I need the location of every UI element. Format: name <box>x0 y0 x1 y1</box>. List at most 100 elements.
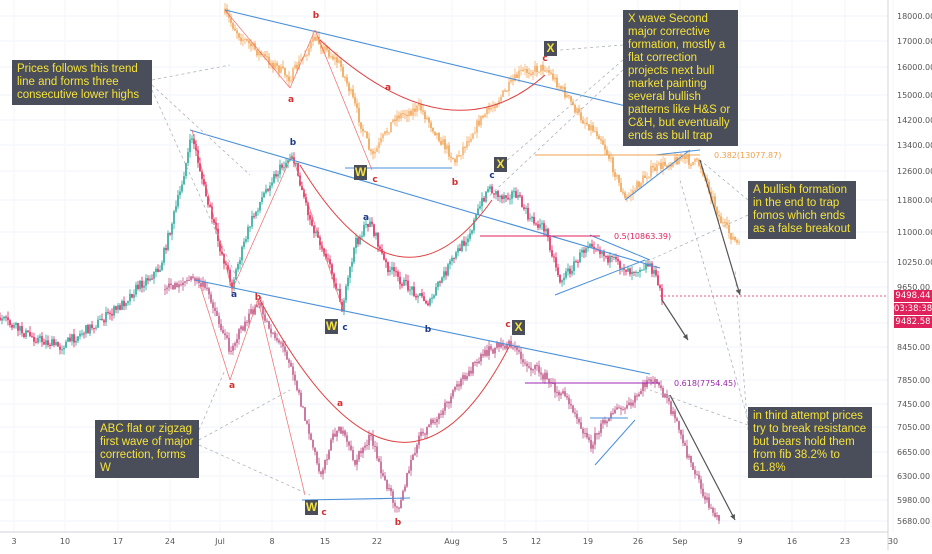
candle-body <box>652 381 654 383</box>
candle-body <box>353 247 355 262</box>
candle-body <box>678 421 680 430</box>
candle-body <box>710 507 712 509</box>
candle-body <box>587 246 589 249</box>
candle-body <box>379 246 381 249</box>
candle-body <box>664 161 666 166</box>
candle-body <box>571 270 573 274</box>
candle-body <box>564 391 566 396</box>
candle-body <box>382 473 384 476</box>
y-tick-label: 13400.00 <box>897 141 932 150</box>
candle-body <box>383 253 385 260</box>
candle-body <box>433 295 435 298</box>
candle-body <box>164 289 166 291</box>
candle-body <box>282 66 284 69</box>
y-tick-label: 7850.00 <box>897 376 930 385</box>
candle-body <box>592 125 594 132</box>
candle-body <box>638 394 640 397</box>
candle-body <box>470 138 472 142</box>
candle-body <box>560 86 562 89</box>
candle-body <box>436 419 438 423</box>
candle-body <box>366 445 368 447</box>
candle-body <box>700 479 702 489</box>
wave-connector <box>199 284 231 381</box>
candle-body <box>450 156 452 158</box>
candle-body <box>628 195 630 197</box>
candle-body <box>422 431 424 434</box>
candle-body <box>486 107 488 115</box>
candle-body <box>268 56 270 65</box>
candle-body <box>643 269 645 271</box>
candle-body <box>634 395 636 403</box>
candle-body <box>618 407 620 409</box>
candle-body <box>285 162 287 168</box>
candle-body <box>332 56 334 60</box>
candle-body <box>239 260 241 265</box>
candle-body <box>652 165 654 168</box>
candle-body <box>414 453 416 455</box>
candle-body <box>676 157 678 165</box>
candle-body <box>639 269 641 272</box>
badge-orange-x: X <box>544 41 557 56</box>
candle-body <box>403 280 405 286</box>
candle-body <box>423 296 425 301</box>
candle-body <box>483 198 485 202</box>
candle-body <box>302 406 304 408</box>
candle-body <box>388 132 390 134</box>
candle-body <box>271 182 273 186</box>
candle-body <box>55 342 57 345</box>
badge-orange-w: W <box>354 165 367 180</box>
candle-body <box>338 426 340 431</box>
candle-body <box>734 236 736 241</box>
candle-body <box>377 232 379 247</box>
candle-body <box>95 327 97 329</box>
candle-body <box>472 362 474 374</box>
candle-body <box>129 293 131 302</box>
candle-body <box>568 397 570 405</box>
candle-body <box>413 286 415 297</box>
candle-body <box>206 287 208 289</box>
candle-body <box>498 100 500 104</box>
candle-body <box>547 228 549 238</box>
candle-body <box>552 383 554 385</box>
candle-body <box>471 230 473 234</box>
candle-body <box>279 164 281 175</box>
candle-body <box>360 450 362 454</box>
candle-body <box>396 115 398 122</box>
y-tick-label: 10250.00 <box>897 258 932 267</box>
candle-body <box>608 154 610 159</box>
candle-body <box>544 372 546 380</box>
candle-body <box>454 159 456 163</box>
candle-body <box>514 346 516 348</box>
candle-body <box>736 240 738 243</box>
badge-main-w: W <box>325 319 338 334</box>
candle-body <box>658 162 660 165</box>
candle-body <box>468 141 470 143</box>
candle-body <box>367 223 369 228</box>
candle-body <box>326 459 328 461</box>
candle-body <box>328 49 330 57</box>
candle-body <box>502 90 504 97</box>
candle-body <box>586 122 588 125</box>
candle-body <box>490 346 492 350</box>
candle-body <box>712 196 714 199</box>
candle-body <box>397 271 399 277</box>
candle-body <box>668 397 670 402</box>
candle-body <box>641 269 643 271</box>
projection-arrow <box>661 299 689 341</box>
candle-body <box>276 63 278 66</box>
candle-body <box>730 233 732 240</box>
candle-body <box>296 380 298 391</box>
candle-body <box>402 113 404 115</box>
candle-body <box>477 208 479 215</box>
candle-body <box>644 175 646 179</box>
candle-body <box>266 320 268 322</box>
note-trend-line: Prices follows this trend line and forms… <box>12 60 152 105</box>
candle-body <box>570 96 572 102</box>
candle-body <box>101 319 103 321</box>
candle-body <box>313 225 315 234</box>
candle-body <box>328 450 330 460</box>
candle-body <box>368 138 370 150</box>
candle-body <box>632 402 634 406</box>
candle-body <box>463 240 465 246</box>
x-axis-bg <box>0 532 932 550</box>
